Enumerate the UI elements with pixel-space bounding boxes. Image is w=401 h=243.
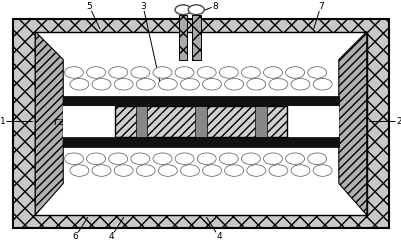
Text: газ: газ (54, 116, 72, 127)
Circle shape (65, 67, 83, 78)
Circle shape (219, 153, 238, 165)
Bar (63, 96, 338, 106)
Text: газ: газ (319, 116, 337, 127)
Polygon shape (35, 32, 63, 215)
Text: 2: 2 (395, 117, 401, 126)
Circle shape (285, 153, 304, 165)
Circle shape (87, 67, 105, 78)
Circle shape (158, 165, 177, 176)
Bar (191, 15, 200, 60)
Text: 4: 4 (216, 232, 221, 242)
Circle shape (202, 78, 221, 90)
Circle shape (241, 67, 260, 78)
Text: 8: 8 (212, 1, 217, 11)
Circle shape (174, 67, 194, 78)
Circle shape (114, 78, 133, 90)
Bar (135, 106, 146, 137)
Circle shape (268, 165, 287, 176)
Circle shape (65, 153, 83, 165)
Circle shape (108, 153, 128, 165)
Circle shape (196, 153, 216, 165)
Bar (255, 106, 266, 137)
Circle shape (180, 165, 199, 176)
Circle shape (70, 78, 89, 90)
Circle shape (312, 78, 331, 90)
Circle shape (108, 67, 128, 78)
Circle shape (152, 153, 172, 165)
Bar (63, 106, 115, 137)
Bar (286, 106, 338, 137)
Circle shape (224, 165, 243, 176)
Text: 4: 4 (108, 232, 114, 242)
Circle shape (312, 165, 331, 176)
Circle shape (307, 67, 326, 78)
Circle shape (188, 5, 204, 15)
Circle shape (285, 67, 304, 78)
Circle shape (263, 153, 282, 165)
Circle shape (219, 67, 238, 78)
Circle shape (174, 5, 190, 15)
Circle shape (130, 67, 150, 78)
Circle shape (290, 78, 309, 90)
Circle shape (202, 165, 221, 176)
Circle shape (180, 78, 199, 90)
Circle shape (263, 67, 282, 78)
Text: 1: 1 (0, 117, 6, 126)
Circle shape (152, 67, 172, 78)
Bar (178, 15, 187, 60)
Bar (35, 32, 366, 215)
Bar (13, 19, 388, 228)
Circle shape (224, 78, 243, 90)
Circle shape (92, 165, 111, 176)
Circle shape (130, 153, 150, 165)
Bar (115, 106, 286, 137)
Circle shape (246, 78, 265, 90)
Circle shape (290, 165, 309, 176)
Text: 7: 7 (317, 1, 323, 11)
Circle shape (174, 153, 194, 165)
Circle shape (136, 78, 155, 90)
Circle shape (87, 153, 105, 165)
Text: 3: 3 (140, 1, 146, 11)
Circle shape (158, 78, 177, 90)
Circle shape (92, 78, 111, 90)
Polygon shape (338, 32, 366, 215)
Circle shape (196, 67, 216, 78)
Text: 6: 6 (72, 232, 78, 242)
Circle shape (70, 165, 89, 176)
Circle shape (268, 78, 287, 90)
Circle shape (136, 165, 155, 176)
Bar (195, 106, 206, 137)
Circle shape (114, 165, 133, 176)
Circle shape (241, 153, 260, 165)
Text: 5: 5 (86, 1, 92, 11)
Circle shape (246, 165, 265, 176)
Circle shape (307, 153, 326, 165)
Bar (63, 137, 338, 147)
